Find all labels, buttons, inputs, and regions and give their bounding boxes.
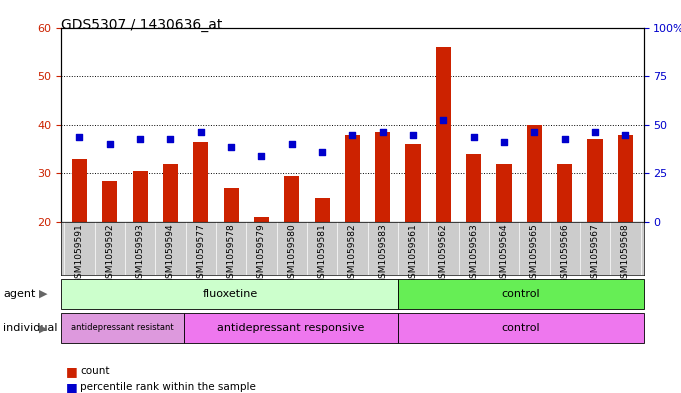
- Text: GSM1059567: GSM1059567: [590, 224, 599, 285]
- Text: GSM1059564: GSM1059564: [500, 224, 509, 284]
- Text: GSM1059565: GSM1059565: [530, 224, 539, 285]
- Text: GSM1059580: GSM1059580: [287, 224, 296, 285]
- Text: control: control: [502, 289, 540, 299]
- Point: [225, 143, 236, 150]
- Point: [195, 129, 206, 135]
- Text: GSM1059563: GSM1059563: [469, 224, 478, 285]
- Bar: [184, 313, 398, 343]
- Point: [559, 136, 570, 143]
- Bar: [345, 134, 360, 222]
- Bar: [193, 142, 208, 222]
- Text: GSM1059582: GSM1059582: [348, 224, 357, 284]
- Point: [590, 129, 601, 135]
- Bar: [61, 313, 184, 343]
- Bar: [375, 132, 390, 222]
- Text: ■: ■: [65, 365, 78, 378]
- Text: ▶: ▶: [39, 289, 47, 299]
- Bar: [102, 181, 117, 222]
- Bar: [398, 279, 644, 309]
- Bar: [315, 198, 330, 222]
- Text: fluoxetine: fluoxetine: [202, 289, 257, 299]
- Bar: [163, 163, 178, 222]
- Bar: [527, 125, 542, 222]
- Point: [498, 139, 509, 145]
- Point: [469, 134, 479, 140]
- Point: [347, 131, 358, 138]
- Text: GSM1059583: GSM1059583: [378, 224, 387, 285]
- Text: antidepressant responsive: antidepressant responsive: [217, 323, 365, 333]
- Bar: [398, 313, 644, 343]
- Text: GDS5307 / 1430636_at: GDS5307 / 1430636_at: [61, 18, 223, 32]
- Text: GSM1059568: GSM1059568: [621, 224, 630, 285]
- Bar: [284, 176, 300, 222]
- Text: antidepressant resistant: antidepressant resistant: [72, 323, 174, 332]
- Point: [529, 129, 540, 135]
- Bar: [436, 47, 451, 222]
- Bar: [496, 163, 511, 222]
- Text: GSM1059591: GSM1059591: [75, 224, 84, 285]
- Text: percentile rank within the sample: percentile rank within the sample: [80, 382, 256, 392]
- Text: ■: ■: [65, 380, 78, 393]
- Text: agent: agent: [3, 289, 36, 299]
- Bar: [405, 144, 421, 222]
- Text: GSM1059561: GSM1059561: [409, 224, 417, 285]
- Point: [74, 134, 85, 140]
- Point: [317, 149, 328, 155]
- Text: GSM1059578: GSM1059578: [227, 224, 236, 285]
- Text: GSM1059594: GSM1059594: [166, 224, 175, 284]
- Text: control: control: [502, 323, 540, 333]
- Text: GSM1059593: GSM1059593: [136, 224, 144, 285]
- Point: [438, 117, 449, 123]
- Bar: [618, 134, 633, 222]
- Bar: [223, 188, 239, 222]
- Point: [620, 131, 631, 138]
- Point: [377, 129, 388, 135]
- Point: [135, 136, 146, 143]
- Bar: [133, 171, 148, 222]
- Bar: [254, 217, 269, 222]
- Text: GSM1059581: GSM1059581: [317, 224, 327, 285]
- Point: [286, 141, 297, 147]
- Text: ▶: ▶: [39, 323, 47, 333]
- Text: GSM1059562: GSM1059562: [439, 224, 448, 284]
- Bar: [588, 140, 603, 222]
- Text: GSM1059579: GSM1059579: [257, 224, 266, 285]
- Text: individual: individual: [3, 323, 58, 333]
- Point: [256, 153, 267, 160]
- Text: GSM1059577: GSM1059577: [196, 224, 205, 285]
- Point: [408, 131, 419, 138]
- Bar: [61, 279, 398, 309]
- Point: [104, 141, 115, 147]
- Bar: [557, 163, 572, 222]
- Point: [165, 136, 176, 143]
- Text: GSM1059566: GSM1059566: [560, 224, 569, 285]
- Bar: [72, 159, 87, 222]
- Text: count: count: [80, 366, 110, 376]
- Bar: [466, 154, 481, 222]
- Text: GSM1059592: GSM1059592: [106, 224, 114, 284]
